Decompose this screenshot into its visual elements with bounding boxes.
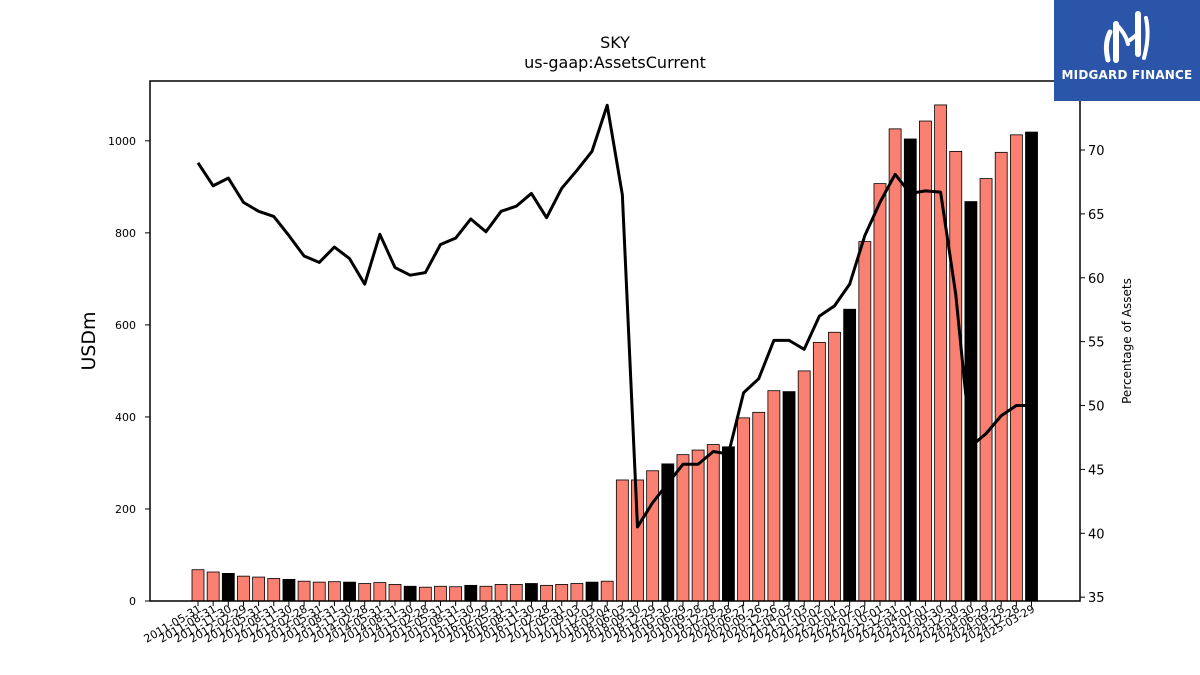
bar <box>525 583 538 602</box>
bar <box>873 183 887 602</box>
y2-tick-label: 65 <box>1088 208 1105 223</box>
bar <box>221 572 235 602</box>
bar <box>722 446 735 602</box>
bar <box>767 390 781 602</box>
bar <box>358 583 372 602</box>
bar <box>343 581 356 602</box>
chart-title: SKY <box>600 33 630 52</box>
y2-tick-label: 55 <box>1088 336 1105 351</box>
bar <box>449 586 463 602</box>
y2-tick-label: 70 <box>1088 144 1105 159</box>
bar <box>388 584 402 602</box>
bar <box>297 580 311 602</box>
bar <box>464 584 478 602</box>
bar <box>782 391 796 602</box>
bar <box>494 584 508 602</box>
bar <box>403 585 417 602</box>
bar <box>191 569 205 602</box>
y-tick-label: 200 <box>115 503 136 516</box>
bar <box>797 370 811 602</box>
bar <box>934 104 947 602</box>
bar <box>252 576 266 602</box>
bar <box>585 581 599 602</box>
bar <box>237 575 250 602</box>
bar <box>327 581 341 602</box>
bar <box>282 578 296 602</box>
bar <box>888 128 902 602</box>
bar <box>373 582 387 602</box>
bar <box>706 444 720 602</box>
bar <box>509 584 523 602</box>
y-tick-label: 400 <box>115 411 136 424</box>
bar <box>418 586 432 602</box>
y-tick-label: 600 <box>115 319 136 332</box>
midgard-logo-icon <box>1103 11 1150 63</box>
y2-tick-label: 50 <box>1088 400 1105 415</box>
bar <box>267 578 281 602</box>
bar-series <box>191 104 1038 602</box>
y2-axis-label: Percentage of Assets <box>1120 278 1134 404</box>
brand-logo: MIDGARD FINANCE <box>1054 0 1200 101</box>
bar <box>843 308 857 602</box>
bar <box>979 178 993 602</box>
bar <box>479 585 493 602</box>
bar <box>858 241 872 602</box>
y2-tick-label: 35 <box>1088 591 1105 606</box>
y2-tick-label: 40 <box>1088 527 1105 542</box>
bar <box>676 454 690 602</box>
y-axis-left: 0 200 400 600 800 1000 <box>108 135 150 608</box>
bar <box>949 151 963 602</box>
logo-text: MIDGARD FINANCE <box>1061 68 1193 82</box>
bar <box>812 341 826 602</box>
y2-tick-label: 45 <box>1088 463 1105 478</box>
bar <box>752 411 766 602</box>
x-axis: 2011-05-312011-08-312011-11-302012-02-29… <box>142 601 1037 646</box>
percentage-line <box>196 103 1032 529</box>
y2-tick-label: 60 <box>1088 272 1105 287</box>
line-series <box>196 103 1032 529</box>
bar <box>903 138 917 602</box>
bar <box>540 584 553 602</box>
bar <box>206 571 220 602</box>
bar <box>1025 131 1038 602</box>
bar <box>646 470 660 602</box>
bar <box>555 584 569 602</box>
bar <box>691 449 705 602</box>
bar <box>434 585 447 602</box>
bar <box>737 417 750 602</box>
chart-subtitle: us-gaap:AssetsCurrent <box>524 53 706 72</box>
bar <box>994 151 1008 602</box>
y-tick-label: 1000 <box>108 135 136 148</box>
bar <box>600 580 614 602</box>
y-axis-label: USDm <box>78 311 100 370</box>
plot-frame <box>149 80 1081 602</box>
bar <box>828 331 841 602</box>
y-axis-right: 35 40 45 50 55 60 65 70 <box>1080 144 1105 606</box>
bar <box>312 581 326 602</box>
y-tick-label: 0 <box>129 595 136 608</box>
bar <box>615 479 629 602</box>
bar <box>570 583 584 602</box>
y-tick-label: 800 <box>115 227 136 240</box>
bar <box>1009 134 1023 602</box>
